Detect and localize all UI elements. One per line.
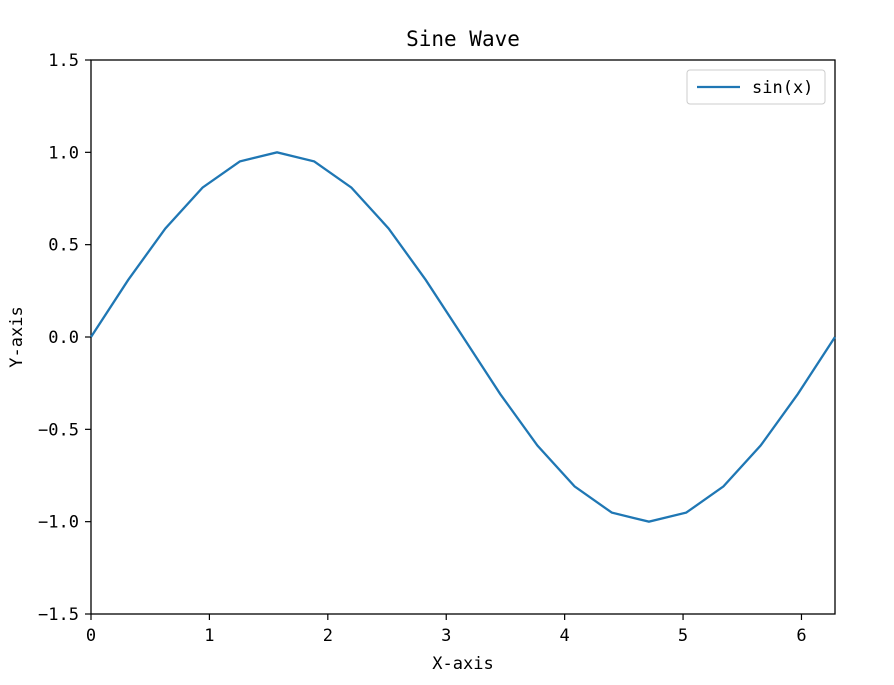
y-tick-label: −1.5	[38, 605, 79, 625]
y-tick-label: −1.0	[38, 513, 79, 533]
x-tick-label: 3	[441, 626, 451, 646]
legend-label-sin: sin(x)	[752, 78, 813, 98]
x-tick-label: 5	[678, 626, 688, 646]
x-tick-label: 6	[796, 626, 806, 646]
y-axis-ticks: −1.5 −1.0 −0.5 0.0 0.5 1.0 1.5	[38, 51, 91, 625]
y-axis-label: Y-axis	[7, 306, 27, 367]
x-axis-label: X-axis	[432, 654, 493, 674]
y-tick-label: −0.5	[38, 420, 79, 440]
x-tick-label: 0	[86, 626, 96, 646]
y-tick-label: 0.0	[48, 328, 79, 348]
x-tick-label: 1	[204, 626, 214, 646]
legend-box	[686, 69, 826, 105]
x-tick-label: 4	[560, 626, 570, 646]
x-axis-ticks: 0 1 2 3 4 5 6	[86, 614, 807, 646]
y-tick-label: 1.5	[48, 51, 79, 71]
y-tick-label: 1.0	[48, 143, 79, 163]
y-tick-label: 0.5	[48, 236, 79, 256]
series-line-sin	[90, 151, 836, 523]
x-tick-label: 2	[323, 626, 333, 646]
legend: sin(x)	[686, 69, 826, 105]
chart-title: Sine Wave	[406, 27, 520, 51]
